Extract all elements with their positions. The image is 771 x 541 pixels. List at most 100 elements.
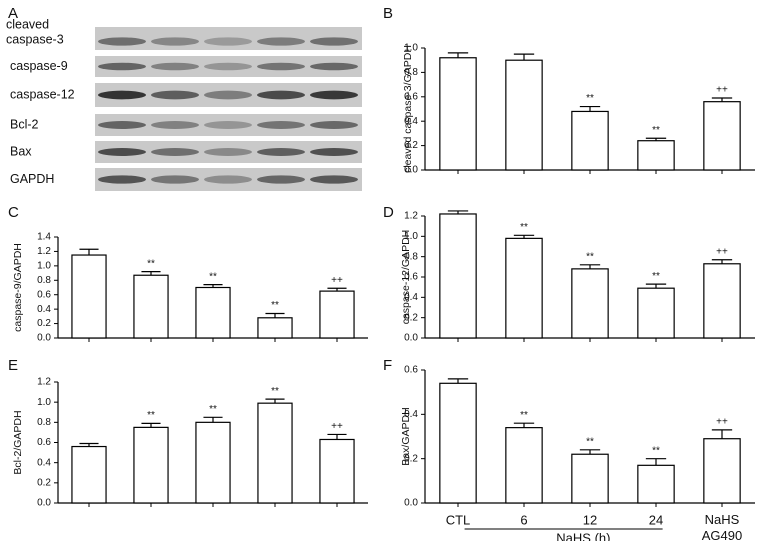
- y-tick-label: 1.0: [37, 260, 51, 271]
- y-tick-label: 0.6: [404, 91, 418, 102]
- bar: [637, 287, 675, 339]
- blot-band: [204, 37, 252, 46]
- y-tick-label: 0.2: [404, 312, 418, 323]
- blot-band: [310, 148, 358, 156]
- blot-band: [310, 90, 358, 100]
- y-tick-label: 0.0: [404, 165, 418, 176]
- y-tick-label: 1.2: [37, 377, 51, 388]
- y-tick-label: 1.4: [37, 232, 51, 243]
- significance-marker: **: [520, 222, 528, 233]
- blot-band: [151, 62, 199, 71]
- blot-band: [98, 121, 146, 129]
- y-tick-label: 0.8: [404, 67, 418, 78]
- blot-strip: [95, 114, 362, 136]
- y-axis-label: caspase-12/GAPDH: [400, 230, 412, 325]
- y-tick-label: 0.4: [37, 304, 51, 315]
- y-tick-label: 0.2: [37, 477, 51, 488]
- y-tick-label: 0.6: [37, 437, 51, 448]
- blot-band: [204, 148, 252, 156]
- blot-row-label: caspase-3: [6, 32, 64, 46]
- blot-band: [257, 121, 305, 129]
- blot-band: [204, 62, 252, 71]
- bar: [439, 213, 477, 339]
- panel-label: F: [383, 357, 392, 374]
- significance-marker: ++: [331, 275, 343, 286]
- blot-band: [151, 37, 199, 46]
- blot-band: [257, 148, 305, 156]
- bar: [571, 110, 609, 171]
- y-tick-label: 1.0: [404, 43, 418, 54]
- bar: [257, 402, 293, 504]
- significance-marker: **: [147, 258, 155, 269]
- significance-marker: **: [147, 410, 155, 421]
- significance-marker: **: [209, 404, 217, 415]
- panel-label: C: [8, 204, 19, 221]
- x-tick-label: 12: [583, 512, 597, 527]
- bar: [637, 464, 675, 504]
- blot-band: [98, 148, 146, 156]
- bar: [133, 426, 169, 504]
- blot-band: [310, 121, 358, 129]
- y-tick-label: 1.2: [404, 211, 418, 222]
- bar: [195, 421, 231, 504]
- y-tick-label: 0.8: [404, 251, 418, 262]
- x-tick-label: 6: [520, 512, 527, 527]
- blot-band: [98, 175, 146, 184]
- significance-marker: ++: [331, 421, 343, 432]
- bar: [505, 237, 543, 339]
- y-tick-label: 0.4: [404, 116, 418, 127]
- blot-band: [98, 90, 146, 100]
- blot-row-label: caspase-9: [10, 59, 68, 73]
- blot-band: [310, 37, 358, 46]
- bar: [505, 59, 543, 171]
- blot-strip: [95, 56, 362, 77]
- y-axis-label: Bax/GAPDH: [400, 407, 412, 465]
- significance-marker: **: [652, 125, 660, 136]
- significance-marker: **: [271, 300, 279, 311]
- significance-marker: **: [586, 436, 594, 447]
- bar: [319, 438, 355, 504]
- blot-band: [204, 90, 252, 100]
- blot-row-label: Bax: [10, 144, 32, 158]
- bar: [71, 254, 107, 339]
- blot-band: [98, 37, 146, 46]
- significance-marker: **: [209, 271, 217, 282]
- blot-row-label: GAPDH: [10, 172, 54, 186]
- blot-band: [257, 90, 305, 100]
- y-tick-label: 0.8: [37, 275, 51, 286]
- y-tick-label: 0.0: [37, 333, 51, 344]
- y-tick-label: 0.2: [37, 318, 51, 329]
- blot-band: [257, 175, 305, 184]
- panel-label: B: [383, 5, 393, 22]
- bar: [195, 286, 231, 339]
- bar: [703, 101, 741, 171]
- y-tick-label: 1.0: [37, 397, 51, 408]
- y-tick-label: 0.6: [404, 272, 418, 283]
- bar: [71, 445, 107, 504]
- panel-label: D: [383, 204, 394, 221]
- blot-band: [204, 121, 252, 129]
- blot-band: [98, 62, 146, 71]
- blot-band: [257, 62, 305, 71]
- bar: [257, 317, 293, 339]
- y-tick-label: 0.6: [37, 289, 51, 300]
- group-label: NaHS (h): [556, 530, 610, 541]
- y-tick-label: 1.2: [37, 246, 51, 257]
- y-tick-label: 0.0: [404, 498, 418, 509]
- bar: [571, 268, 609, 339]
- significance-marker: ++: [716, 416, 728, 427]
- x-tick-label: NaHS AG490: [702, 512, 742, 541]
- blot-row-label: cleaved: [6, 17, 49, 31]
- significance-marker: **: [586, 251, 594, 262]
- y-tick-label: 0.0: [404, 333, 418, 344]
- bar: [505, 427, 543, 504]
- bar: [703, 263, 741, 339]
- bar: [319, 290, 355, 339]
- significance-marker: **: [271, 386, 279, 397]
- y-tick-label: 0.8: [37, 417, 51, 428]
- y-tick-label: 0.6: [404, 365, 418, 376]
- bar: [439, 382, 477, 504]
- blot-band: [310, 175, 358, 184]
- significance-marker: **: [586, 93, 594, 104]
